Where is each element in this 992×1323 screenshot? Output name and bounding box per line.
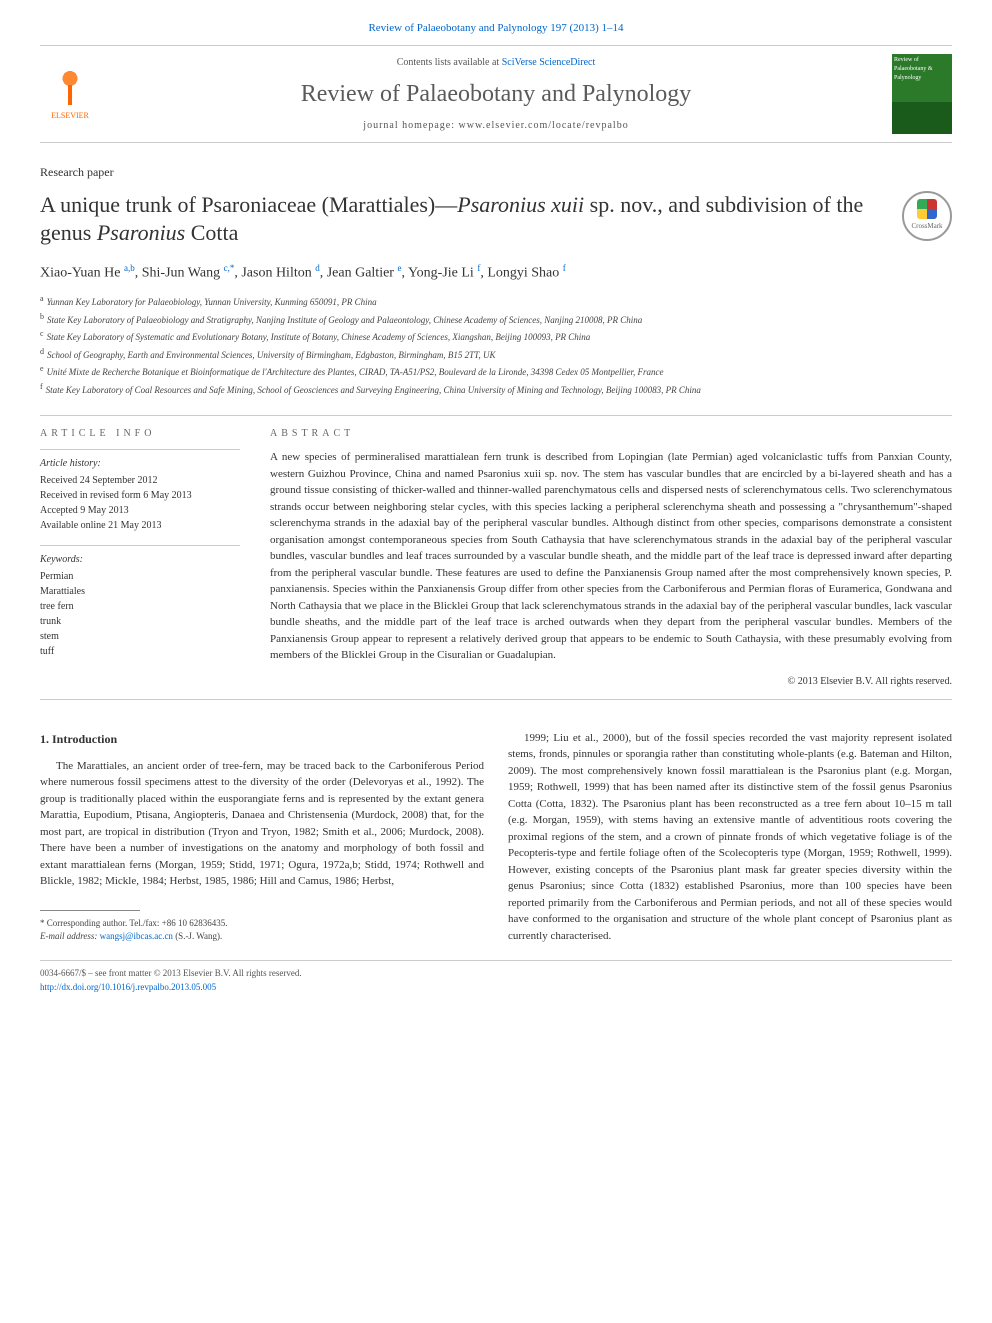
title-row: A unique trunk of Psaroniaceae (Marattia… [40, 191, 952, 262]
paper-title: A unique trunk of Psaroniaceae (Marattia… [40, 191, 882, 248]
doi-link[interactable]: http://dx.doi.org/10.1016/j.revpalbo.201… [40, 982, 216, 992]
info-abstract-row: ARTICLE INFO Article history: Received 2… [40, 426, 952, 689]
abstract-copyright: © 2013 Elsevier B.V. All rights reserved… [270, 674, 952, 689]
elsevier-label: ELSEVIER [51, 110, 89, 122]
sciencedirect-link[interactable]: SciVerse ScienceDirect [502, 57, 596, 68]
section-heading: 1. Introduction [40, 730, 484, 748]
journal-homepage: journal homepage: www.elsevier.com/locat… [100, 118, 892, 133]
affiliation-d: dSchool of Geography, Earth and Environm… [40, 346, 952, 363]
author-4: , Jean Galtier [320, 265, 398, 280]
history-revised: Received in revised form 6 May 2013 [40, 488, 240, 503]
authors-line: Xiao-Yuan He a,b, Shi-Jun Wang c,*, Jaso… [40, 262, 952, 284]
keywords-label: Keywords: [40, 552, 240, 567]
elsevier-tree-icon [50, 65, 90, 110]
divider-2 [40, 699, 952, 700]
email-link[interactable]: wangsj@ibcas.ac.cn [100, 931, 173, 941]
affiliation-f: fState Key Laboratory of Coal Resources … [40, 381, 952, 398]
affiliation-a: aYunnan Key Laboratory for Palaeobiology… [40, 293, 952, 310]
abstract-text: A new species of permineralised marattia… [270, 449, 952, 664]
article-history: Article history: Received 24 September 2… [40, 449, 240, 533]
elsevier-logo: ELSEVIER [40, 59, 100, 129]
homepage-label: journal homepage: [363, 120, 458, 131]
crossmark-label: CrossMark [911, 221, 942, 232]
author-2: , Shi-Jun Wang [135, 265, 224, 280]
body-columns: 1. Introduction The Marattiales, an anci… [40, 730, 952, 945]
paper-type: Research paper [40, 163, 952, 181]
author-1-aff[interactable]: a,b [124, 263, 135, 273]
banner-center: Contents lists available at SciVerse Sci… [100, 55, 892, 133]
abstract-heading: ABSTRACT [270, 426, 952, 441]
body-text-right: 1999; Liu et al., 2000), but of the foss… [508, 730, 952, 945]
affiliation-c-text: State Key Laboratory of Systematic and E… [47, 332, 591, 342]
title-species: Psaronius xuii [457, 192, 584, 217]
affiliations: aYunnan Key Laboratory for Palaeobiology… [40, 293, 952, 397]
email-line: E-mail address: wangsj@ibcas.ac.cn (S.-J… [40, 930, 484, 944]
author-2-aff[interactable]: c,* [224, 263, 235, 273]
citation-link[interactable]: Review of Palaeobotany and Palynology 19… [368, 22, 623, 34]
affiliation-f-text: State Key Laboratory of Coal Resources a… [46, 385, 701, 395]
author-3: , Jason Hilton [234, 265, 315, 280]
keyword-4: trunk [40, 614, 240, 629]
journal-name: Review of Palaeobotany and Palynology [100, 76, 892, 112]
footer: 0034-6667/$ – see front matter © 2013 El… [40, 960, 952, 994]
journal-banner: ELSEVIER Contents lists available at Sci… [40, 45, 952, 143]
title-post: Cotta [185, 220, 238, 245]
affiliation-b: bState Key Laboratory of Palaeobiology a… [40, 311, 952, 328]
affiliation-a-text: Yunnan Key Laboratory for Palaeobiology,… [47, 297, 377, 307]
email-label: E-mail address: [40, 931, 100, 941]
footer-copyright: 0034-6667/$ – see front matter © 2013 El… [40, 967, 952, 981]
body-text-left: The Marattiales, an ancient order of tre… [40, 758, 484, 890]
history-received: Received 24 September 2012 [40, 473, 240, 488]
header-citation[interactable]: Review of Palaeobotany and Palynology 19… [40, 20, 952, 37]
history-accepted: Accepted 9 May 2013 [40, 503, 240, 518]
corresponding-author: * Corresponding author. Tel./fax: +86 10… [40, 917, 484, 931]
keyword-1: Permian [40, 569, 240, 584]
author-5: , Yong-Jie Li [401, 265, 477, 280]
contents-line: Contents lists available at SciVerse Sci… [100, 55, 892, 70]
author-6: , Longyi Shao [480, 265, 562, 280]
affiliation-b-text: State Key Laboratory of Palaeobiology an… [47, 315, 642, 325]
history-online: Available online 21 May 2013 [40, 518, 240, 533]
affiliation-e-text: Unité Mixte de Recherche Botanique et Bi… [47, 367, 664, 377]
abstract: ABSTRACT A new species of permineralised… [270, 426, 952, 689]
affiliation-e: eUnité Mixte de Recherche Botanique et B… [40, 363, 952, 380]
contents-pre: Contents lists available at [397, 57, 502, 68]
cover-text: Review of Palaeobotany & Palynology [894, 57, 933, 81]
title-genus: Psaronius [97, 220, 185, 245]
keyword-6: tuff [40, 644, 240, 659]
journal-cover-thumb: Review of Palaeobotany & Palynology [892, 54, 952, 134]
email-post: (S.-J. Wang). [173, 931, 222, 941]
keyword-2: Marattiales [40, 584, 240, 599]
body-col-right: 1999; Liu et al., 2000), but of the foss… [508, 730, 952, 945]
keywords-block: Keywords: Permian Marattiales tree fern … [40, 545, 240, 659]
homepage-url[interactable]: www.elsevier.com/locate/revpalbo [459, 120, 629, 131]
keyword-5: stem [40, 629, 240, 644]
divider-1 [40, 415, 952, 416]
affiliation-c: cState Key Laboratory of Systematic and … [40, 328, 952, 345]
history-label: Article history: [40, 456, 240, 471]
title-pre: A unique trunk of Psaroniaceae (Marattia… [40, 192, 457, 217]
article-info: ARTICLE INFO Article history: Received 2… [40, 426, 240, 689]
affiliation-d-text: School of Geography, Earth and Environme… [47, 350, 495, 360]
crossmark-badge[interactable]: CrossMark [902, 191, 952, 241]
article-info-heading: ARTICLE INFO [40, 426, 240, 441]
footnote-separator [40, 910, 140, 911]
crossmark-icon [917, 199, 937, 219]
body-col-left: 1. Introduction The Marattiales, an anci… [40, 730, 484, 945]
author-6-aff[interactable]: f [563, 263, 566, 273]
footnotes: * Corresponding author. Tel./fax: +86 10… [40, 917, 484, 944]
author-1: Xiao-Yuan He [40, 265, 124, 280]
keyword-3: tree fern [40, 599, 240, 614]
